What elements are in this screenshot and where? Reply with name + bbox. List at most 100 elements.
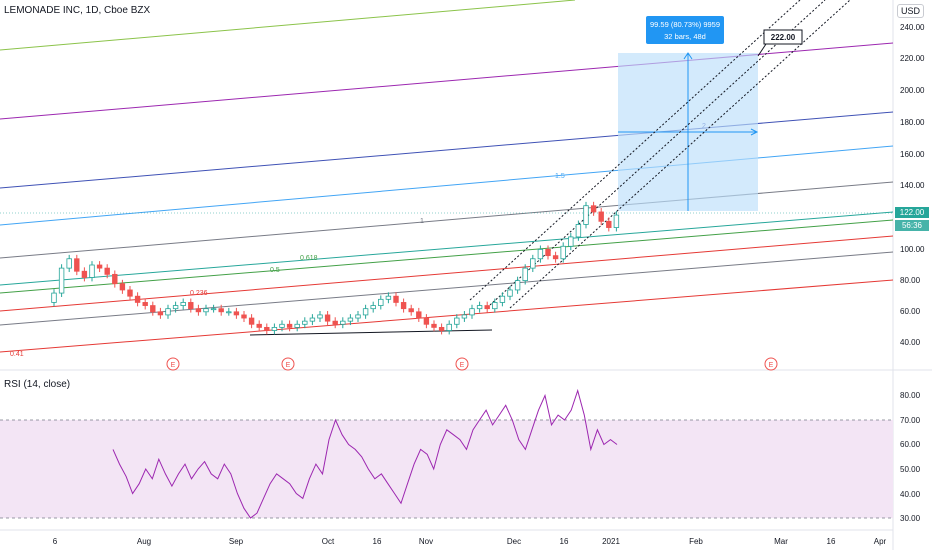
candle-body: [248, 317, 255, 325]
last-price-badge: [895, 207, 929, 218]
candle-body: [606, 220, 612, 228]
candle-body: [575, 224, 582, 238]
candle-body: [180, 302, 186, 306]
candle-body: [172, 305, 179, 310]
earnings-marker-label: E: [286, 362, 291, 369]
candle-body: [590, 205, 597, 213]
price-tick-label: 160.00: [900, 150, 925, 159]
fib-level-label: 0.618: [300, 255, 318, 262]
fib-trend-line: [0, 111, 894, 189]
candle-body: [370, 305, 376, 310]
rsi-tick-label: 60.00: [900, 440, 921, 449]
candle-body: [134, 295, 141, 303]
candle-body: [127, 289, 133, 297]
support-trendline: [249, 329, 493, 336]
rsi-tick-label: 40.00: [900, 490, 921, 499]
earnings-marker: [166, 357, 180, 371]
candle-body: [416, 311, 422, 319]
fib-trend-line: [0, 279, 894, 353]
candle-body: [294, 323, 300, 328]
time-axis-label: 16: [560, 537, 569, 546]
time-axis-label: Feb: [689, 537, 703, 546]
time-axis-label: Sep: [229, 537, 244, 546]
candle-body: [241, 314, 247, 319]
time-axis-label: Nov: [419, 537, 433, 546]
fib-trend-line: [0, 251, 894, 326]
candle-body: [476, 305, 483, 310]
candle-body: [552, 255, 559, 260]
candle-body: [324, 314, 331, 322]
candle-body: [340, 320, 346, 325]
candle-body: [233, 311, 240, 316]
channel-line: [489, 0, 826, 306]
candle-body: [560, 245, 566, 260]
measure-label-box: [646, 16, 724, 44]
fib-trend-line: [0, 219, 894, 294]
countdown-badge: [895, 220, 929, 231]
countdown-label: 56:36: [902, 221, 923, 230]
candle-body: [58, 267, 65, 294]
price-tick-label: 220.00: [900, 54, 925, 63]
candle-body: [256, 323, 262, 328]
candle-body: [514, 280, 521, 291]
fib-level-label: 0.41: [10, 351, 24, 358]
last-price-label: 122.00: [900, 208, 925, 217]
time-axis-label: 16: [373, 537, 382, 546]
candle-body: [431, 323, 437, 328]
rsi-tick-label: 80.00: [900, 391, 921, 400]
candle-body: [484, 305, 490, 310]
measure-label-line1: 99.59 (80.73%) 9959: [650, 20, 720, 29]
candle-body: [499, 295, 506, 303]
candle-body: [613, 214, 620, 228]
fib-level-label: 0.236: [190, 290, 208, 297]
rsi-band: [0, 420, 893, 518]
earnings-marker-label: E: [769, 362, 774, 369]
time-axis-label: Dec: [507, 537, 521, 546]
rsi-tick-label: 50.00: [900, 465, 921, 474]
candle-body: [408, 308, 414, 313]
rsi-indicator-title[interactable]: RSI (14, close): [4, 379, 71, 390]
candle-body: [165, 308, 171, 316]
callout-box: [763, 29, 803, 45]
candle-body: [157, 311, 164, 316]
candle-body: [423, 317, 430, 325]
fib-level-label: 0.5: [270, 267, 280, 274]
candle-body: [74, 258, 80, 272]
time-axis-label: 6: [53, 537, 58, 546]
candle-body: [119, 283, 126, 291]
time-axis-label: Aug: [137, 537, 151, 546]
candle-body: [568, 236, 574, 247]
earnings-marker-label: E: [460, 362, 465, 369]
candle-body: [438, 326, 445, 331]
candle-body: [81, 270, 88, 278]
price-tick-label: 180.00: [900, 118, 925, 127]
callout-pointer: [757, 43, 767, 57]
candle-body: [317, 314, 323, 319]
rsi-tick-label: 70.00: [900, 416, 921, 425]
time-axis-label: 16: [827, 537, 836, 546]
candle-body: [583, 205, 589, 225]
currency-badge[interactable]: USD: [896, 4, 924, 18]
time-axis-label: Mar: [774, 537, 788, 546]
candle-body: [537, 248, 544, 260]
price-tick-label: 60.00: [900, 307, 921, 316]
candle-body: [51, 292, 57, 303]
price-tick-label: 40.00: [900, 338, 921, 347]
candle-body: [492, 302, 498, 310]
fib-trend-line: [0, 0, 576, 51]
candle-body: [522, 267, 528, 281]
candle-body: [271, 326, 278, 331]
symbol-title[interactable]: LEMONADE INC, 1D, Cboe BZX: [4, 5, 151, 16]
candle-body: [385, 295, 392, 300]
candle-body: [195, 308, 202, 313]
candle-body: [218, 308, 224, 313]
candle-body: [89, 264, 95, 278]
candle-body: [302, 320, 308, 325]
rsi-tick-label: 30.00: [900, 514, 921, 523]
earnings-marker: [281, 357, 295, 371]
measure-arrow-up: [683, 52, 693, 60]
candle-body: [188, 302, 194, 310]
candle-body: [309, 317, 316, 322]
price-tick-label: 100.00: [900, 245, 925, 254]
